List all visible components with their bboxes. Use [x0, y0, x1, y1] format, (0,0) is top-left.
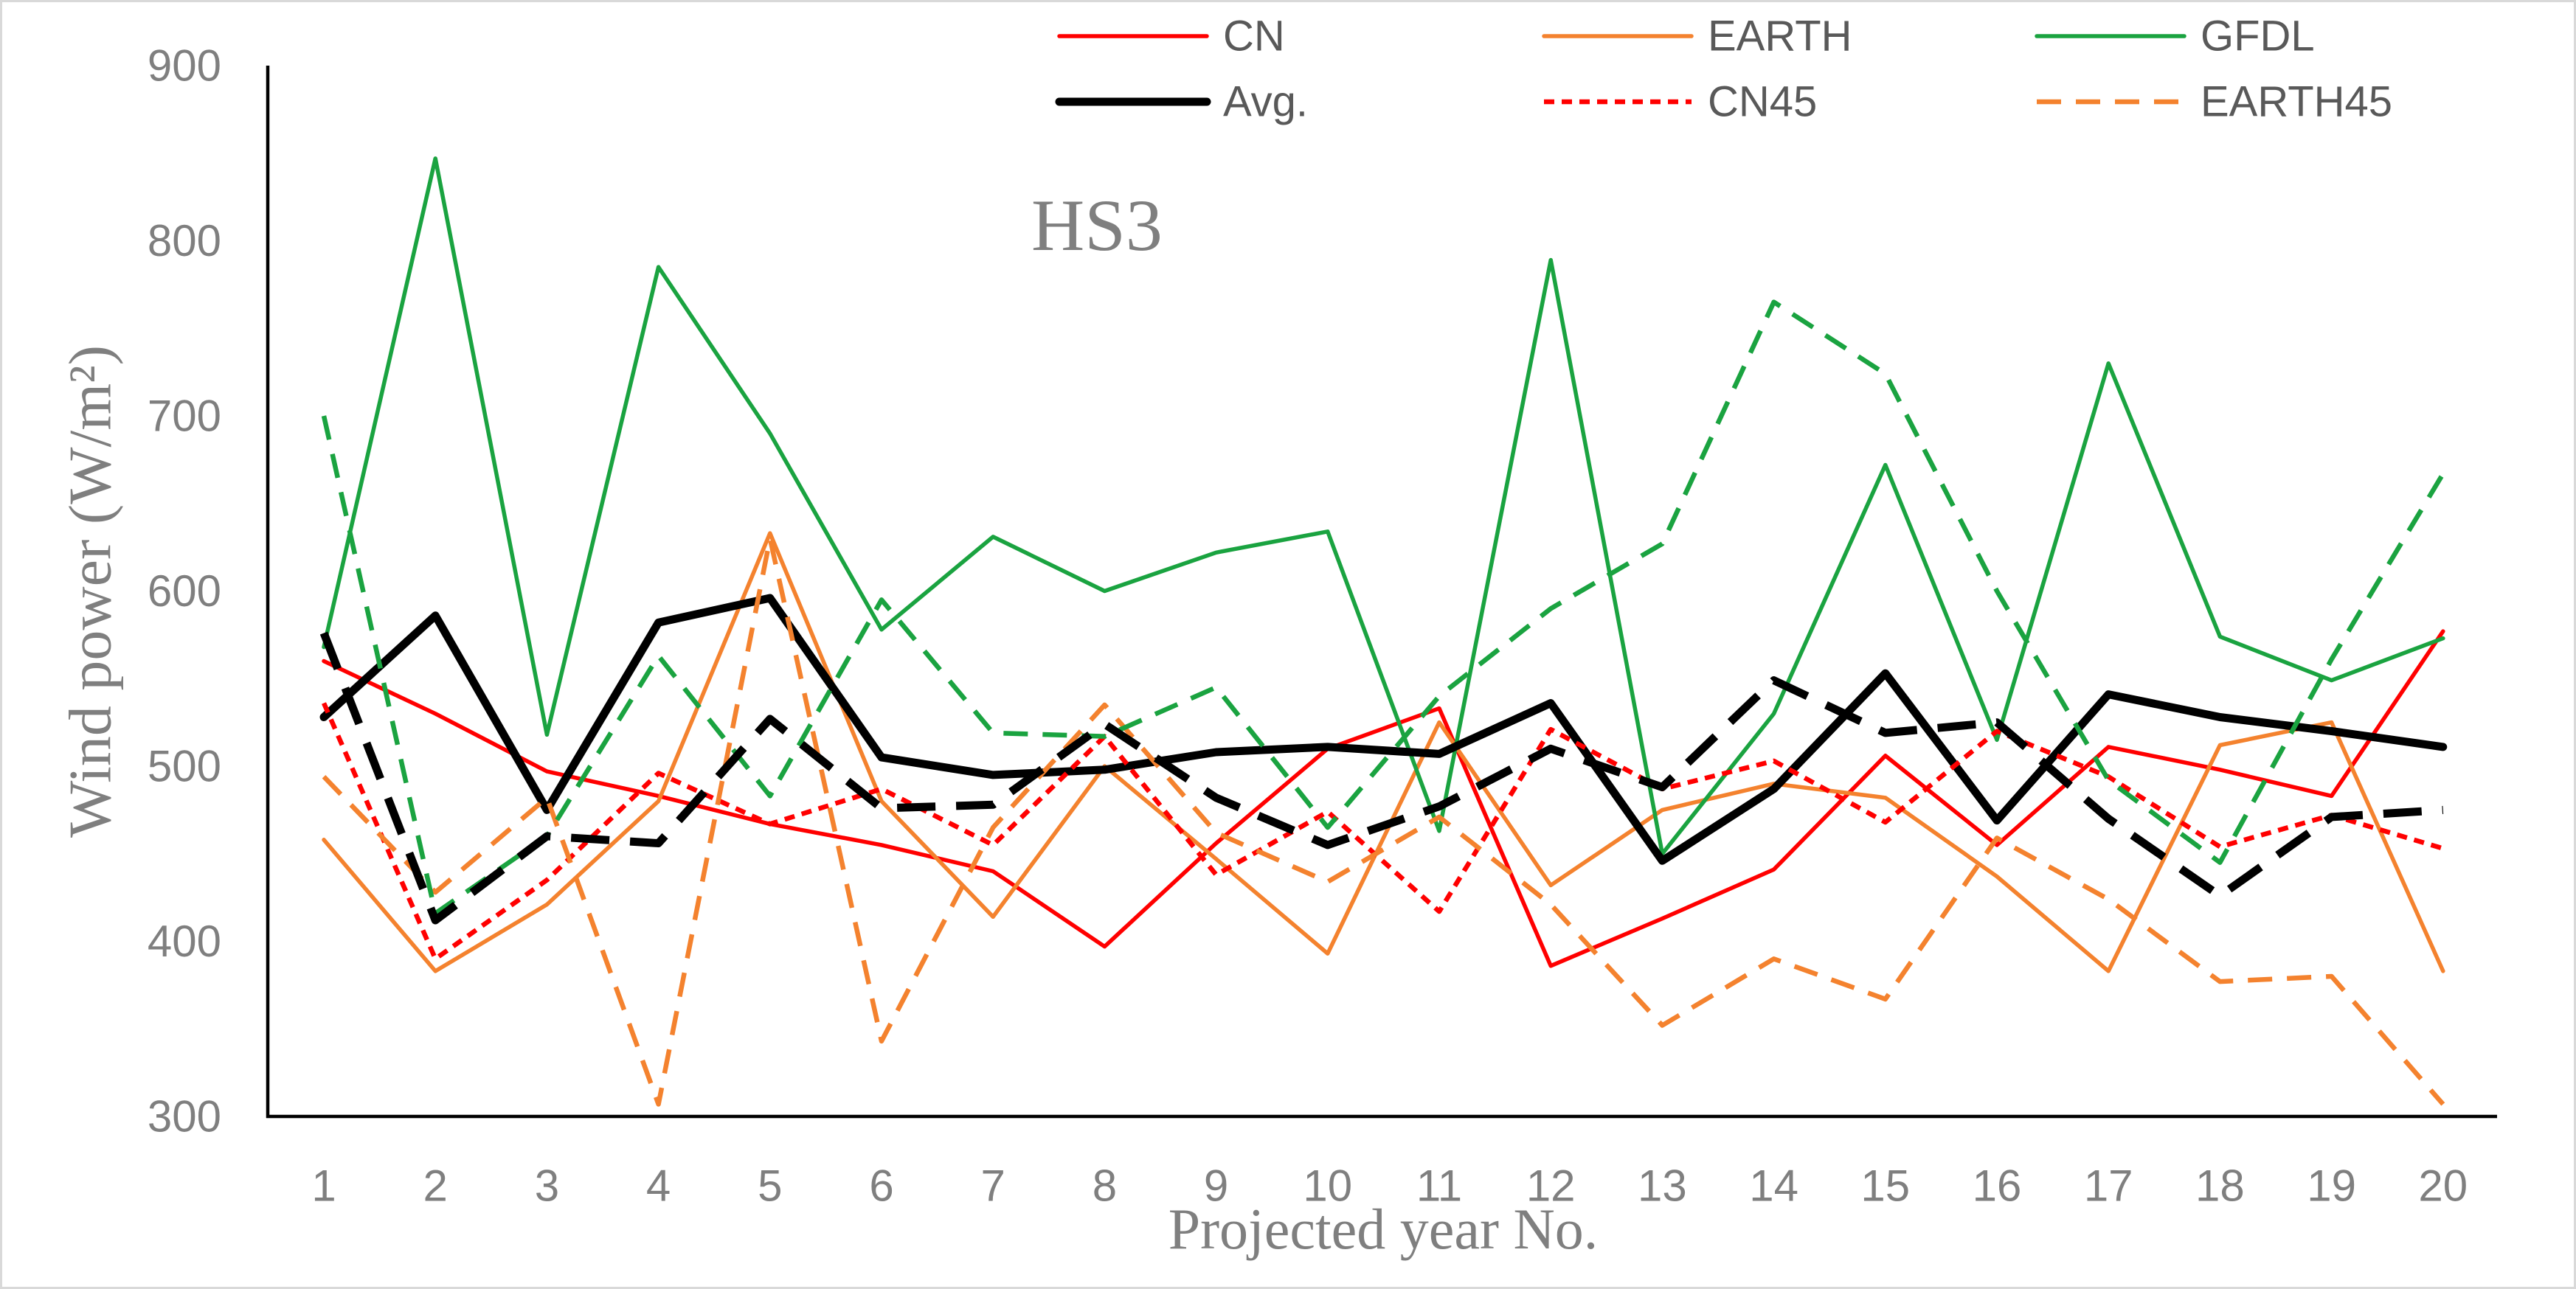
- series-line-cn: [322, 629, 2445, 968]
- series-line-cn45: [322, 702, 2444, 962]
- y-tick-label: 400: [148, 917, 221, 966]
- legend-item: EARTH: [1542, 13, 1852, 60]
- series-line-earth45: [322, 536, 2445, 1107]
- legend-item: Avg.: [1055, 78, 1308, 126]
- x-tick-label: 15: [1860, 1161, 1910, 1211]
- legend-item: EARTH45: [2037, 78, 2392, 126]
- series-line-avg: [319, 594, 2448, 865]
- legend-label: GFDL: [2201, 13, 2315, 60]
- x-axis-tick-labels: 1 2 3 4 5 6 7 8 9 10 11 12 13 14 15 16 17 18 19 20: [311, 1161, 2468, 1211]
- series-line-green-dashed: [321, 299, 2445, 916]
- series-line-gfdl: [322, 156, 2445, 856]
- x-tick-label: 3: [535, 1161, 559, 1211]
- x-tick-label: 1: [311, 1161, 336, 1211]
- legend-label: CN: [1223, 13, 1285, 60]
- x-tick-label: 11: [1416, 1161, 1462, 1211]
- x-tick-label: 6: [869, 1161, 893, 1211]
- y-tick-label: 300: [148, 1092, 221, 1142]
- x-tick-label: 8: [1093, 1161, 1117, 1211]
- x-tick-label: 13: [1638, 1161, 1687, 1211]
- y-tick-label: 500: [148, 742, 221, 791]
- legend-label: EARTH45: [2201, 78, 2392, 126]
- x-tick-label: 16: [1973, 1161, 2022, 1211]
- legend-label: Avg.: [1223, 78, 1308, 126]
- y-tick-label: 800: [148, 216, 221, 265]
- x-tick-label: 7: [981, 1161, 1005, 1211]
- x-tick-label: 14: [1749, 1161, 1798, 1211]
- x-axis-title: Projected year No.: [1168, 1197, 1599, 1261]
- x-tick-label: 9: [1204, 1161, 1228, 1211]
- x-tick-label: 10: [1303, 1161, 1352, 1211]
- y-tick-label: 900: [148, 41, 221, 91]
- y-axis-tick-labels: 300 400 500 600 700 800 900: [148, 41, 221, 1142]
- legend: CN EARTH GFDL Avg. CN45 EARTH45: [1055, 13, 2392, 126]
- chart-annotation-title: HS3: [1031, 184, 1163, 266]
- legend-item: CN: [1057, 13, 1285, 60]
- x-tick-label: 4: [646, 1161, 671, 1211]
- legend-item: GFDL: [2035, 13, 2315, 60]
- y-tick-label: 600: [148, 566, 221, 616]
- series-line-black-dashed: [319, 631, 2444, 925]
- legend-label: EARTH: [1708, 13, 1852, 60]
- y-tick-label: 700: [148, 392, 221, 441]
- series-line-earth: [322, 531, 2445, 973]
- legend-label: CN45: [1708, 78, 1817, 126]
- x-tick-label: 12: [1526, 1161, 1576, 1211]
- x-tick-label: 18: [2195, 1161, 2245, 1211]
- plot-area: [319, 156, 2448, 1107]
- x-tick-label: 17: [2084, 1161, 2133, 1211]
- x-tick-label: 2: [423, 1161, 448, 1211]
- x-tick-label: 20: [2418, 1161, 2468, 1211]
- x-tick-label: 5: [758, 1161, 782, 1211]
- x-tick-label: 19: [2307, 1161, 2356, 1211]
- legend-item: CN45: [1544, 78, 1817, 126]
- y-axis-title: Wind power (W/m²): [57, 345, 124, 838]
